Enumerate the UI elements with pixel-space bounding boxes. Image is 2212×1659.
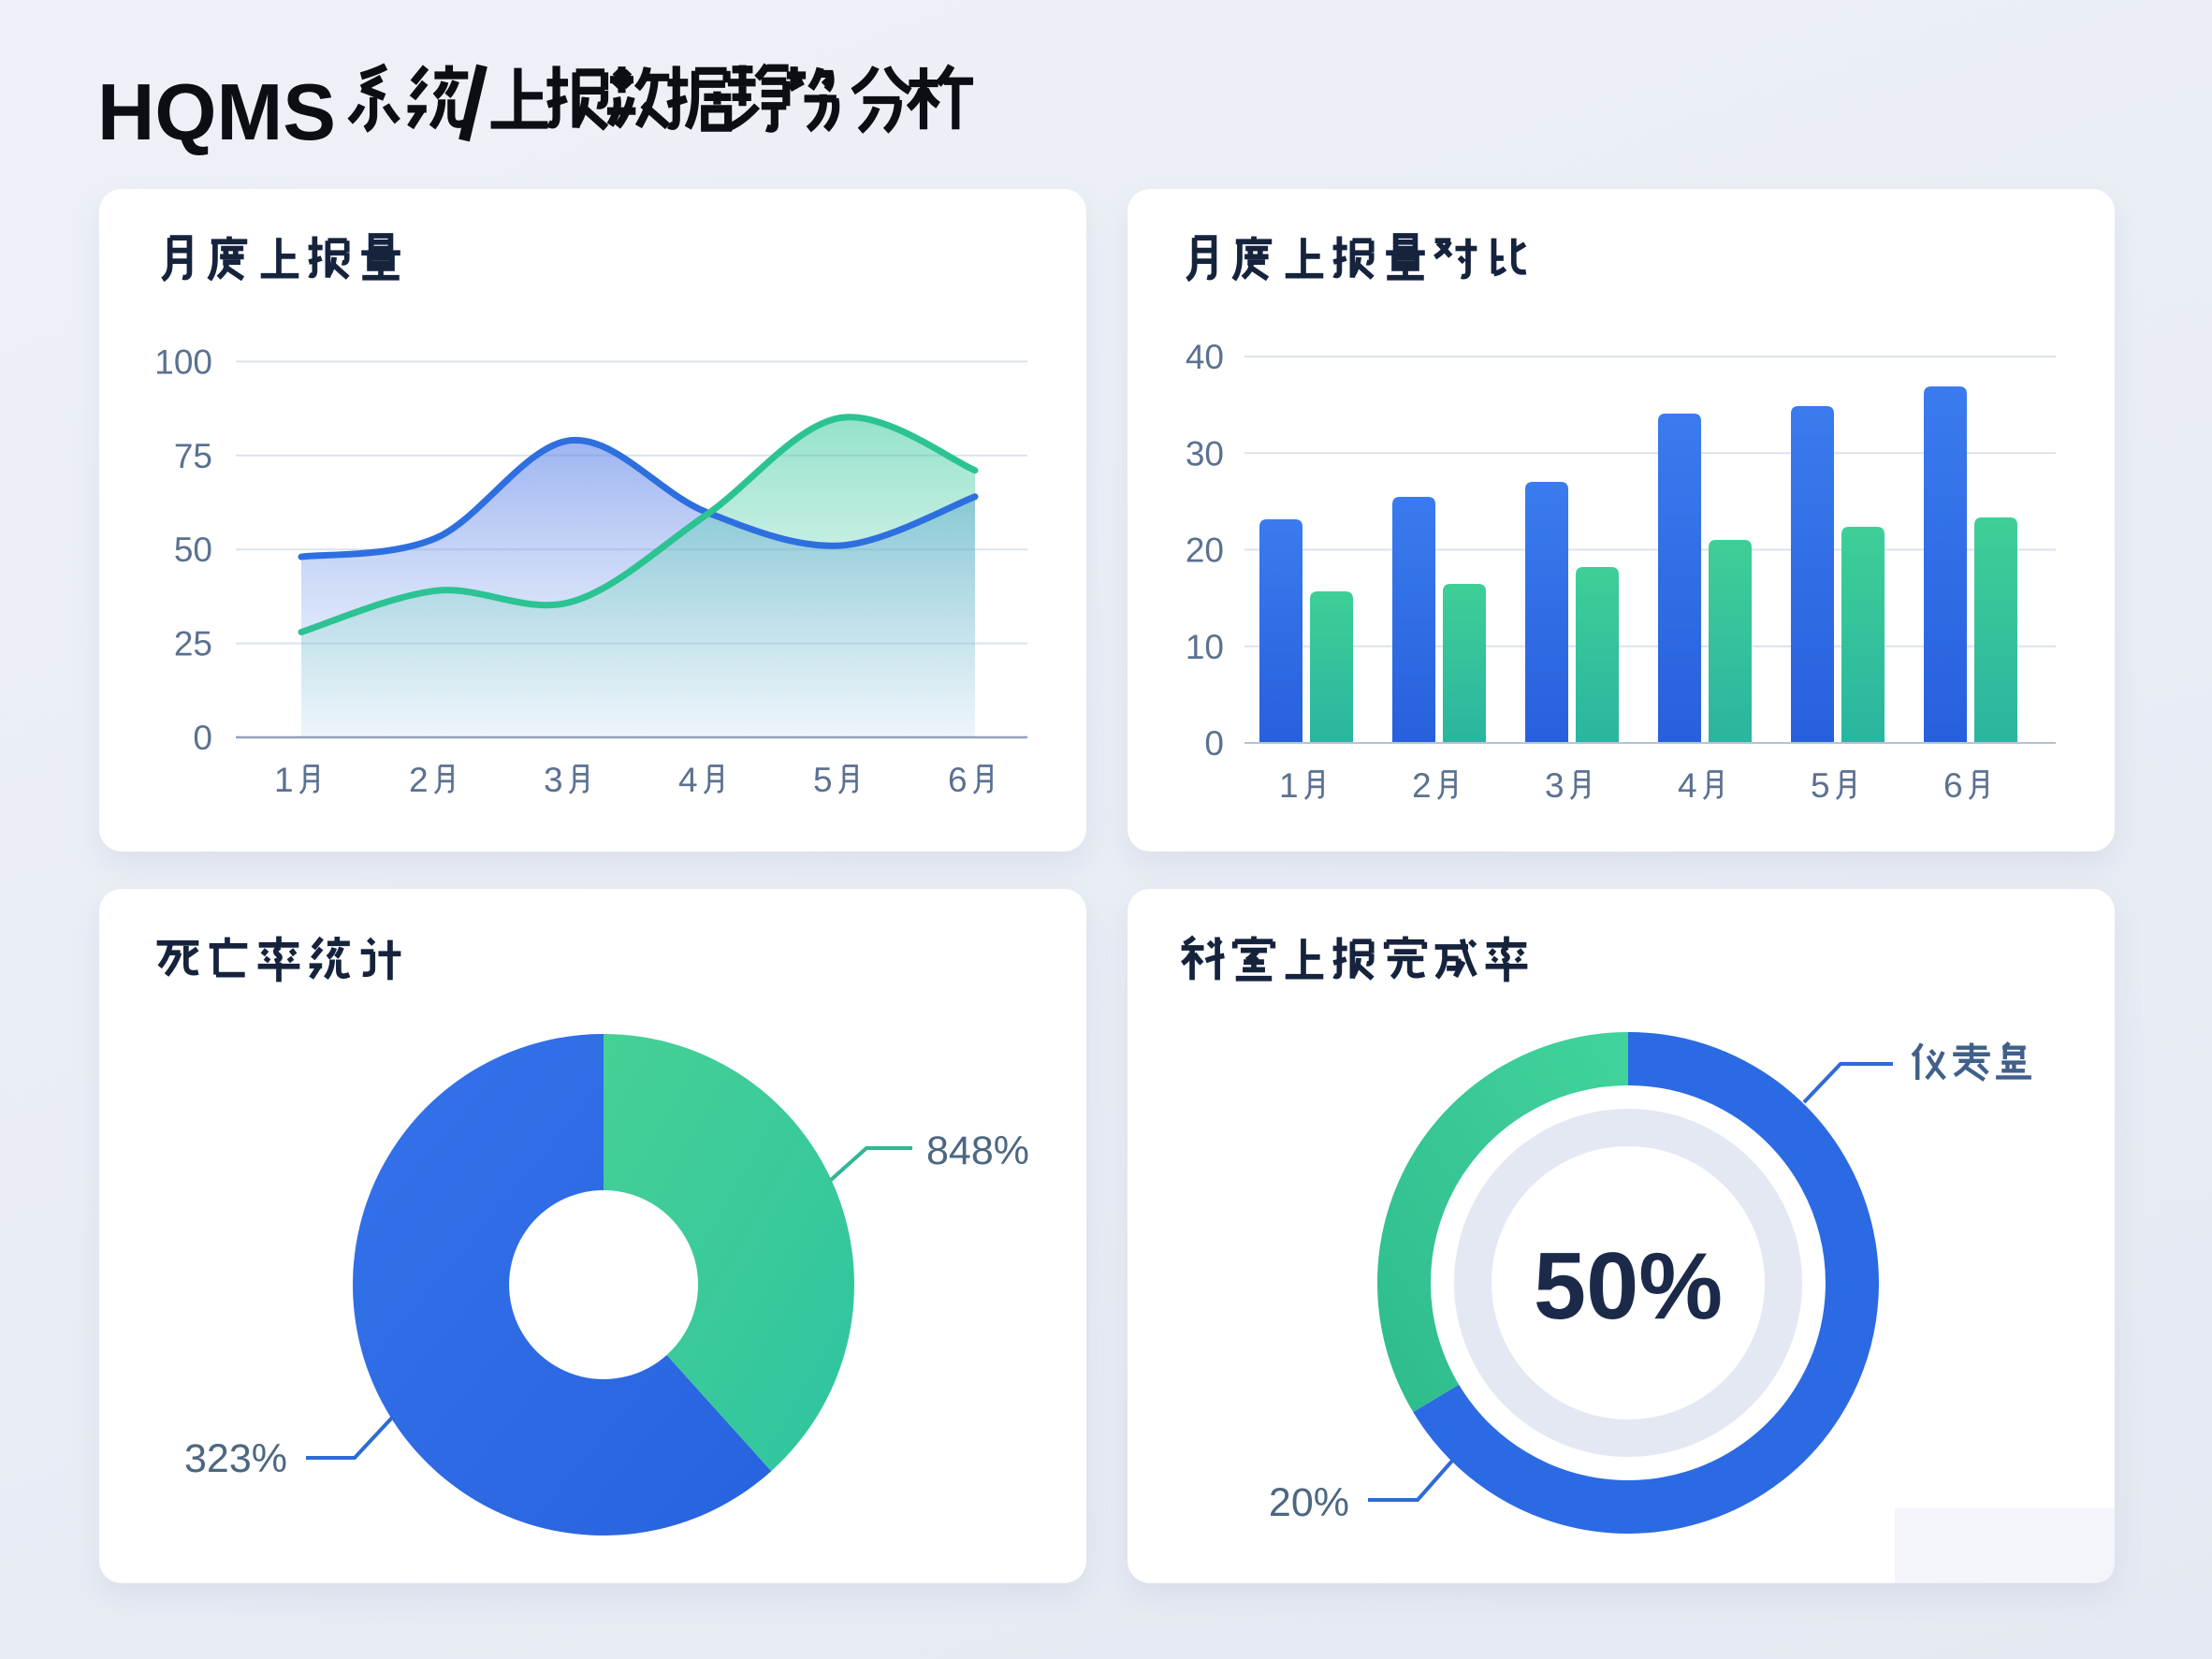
svg-text:6: 6 xyxy=(948,761,968,799)
svg-text:2: 2 xyxy=(409,761,429,799)
svg-text:75: 75 xyxy=(174,437,212,475)
svg-text:323%: 323% xyxy=(184,1436,287,1481)
svg-text:20: 20 xyxy=(1186,531,1224,570)
svg-text:5: 5 xyxy=(813,761,833,799)
svg-text:0: 0 xyxy=(1204,724,1224,763)
svg-text:848%: 848% xyxy=(926,1128,1029,1173)
svg-text:1: 1 xyxy=(274,761,294,799)
svg-text:1: 1 xyxy=(1279,766,1299,805)
svg-text:10: 10 xyxy=(1186,628,1224,666)
svg-text:4: 4 xyxy=(1678,766,1697,805)
svg-text:4: 4 xyxy=(678,761,698,799)
svg-text:3: 3 xyxy=(1545,766,1564,805)
svg-text:40: 40 xyxy=(1186,338,1224,376)
svg-text:30: 30 xyxy=(1186,434,1224,473)
svg-text:50: 50 xyxy=(174,531,212,569)
svg-text:20%: 20% xyxy=(1269,1480,1349,1525)
svg-text:6: 6 xyxy=(1943,766,1963,805)
svg-text:25: 25 xyxy=(174,625,212,663)
svg-text:5: 5 xyxy=(1811,766,1830,805)
svg-text:0: 0 xyxy=(193,719,212,757)
svg-text:50%: 50% xyxy=(1534,1234,1723,1339)
svg-text:HQMS: HQMS xyxy=(97,68,336,157)
svg-text:3: 3 xyxy=(544,761,563,799)
svg-text:2: 2 xyxy=(1412,766,1432,805)
svg-text:100: 100 xyxy=(154,342,212,381)
